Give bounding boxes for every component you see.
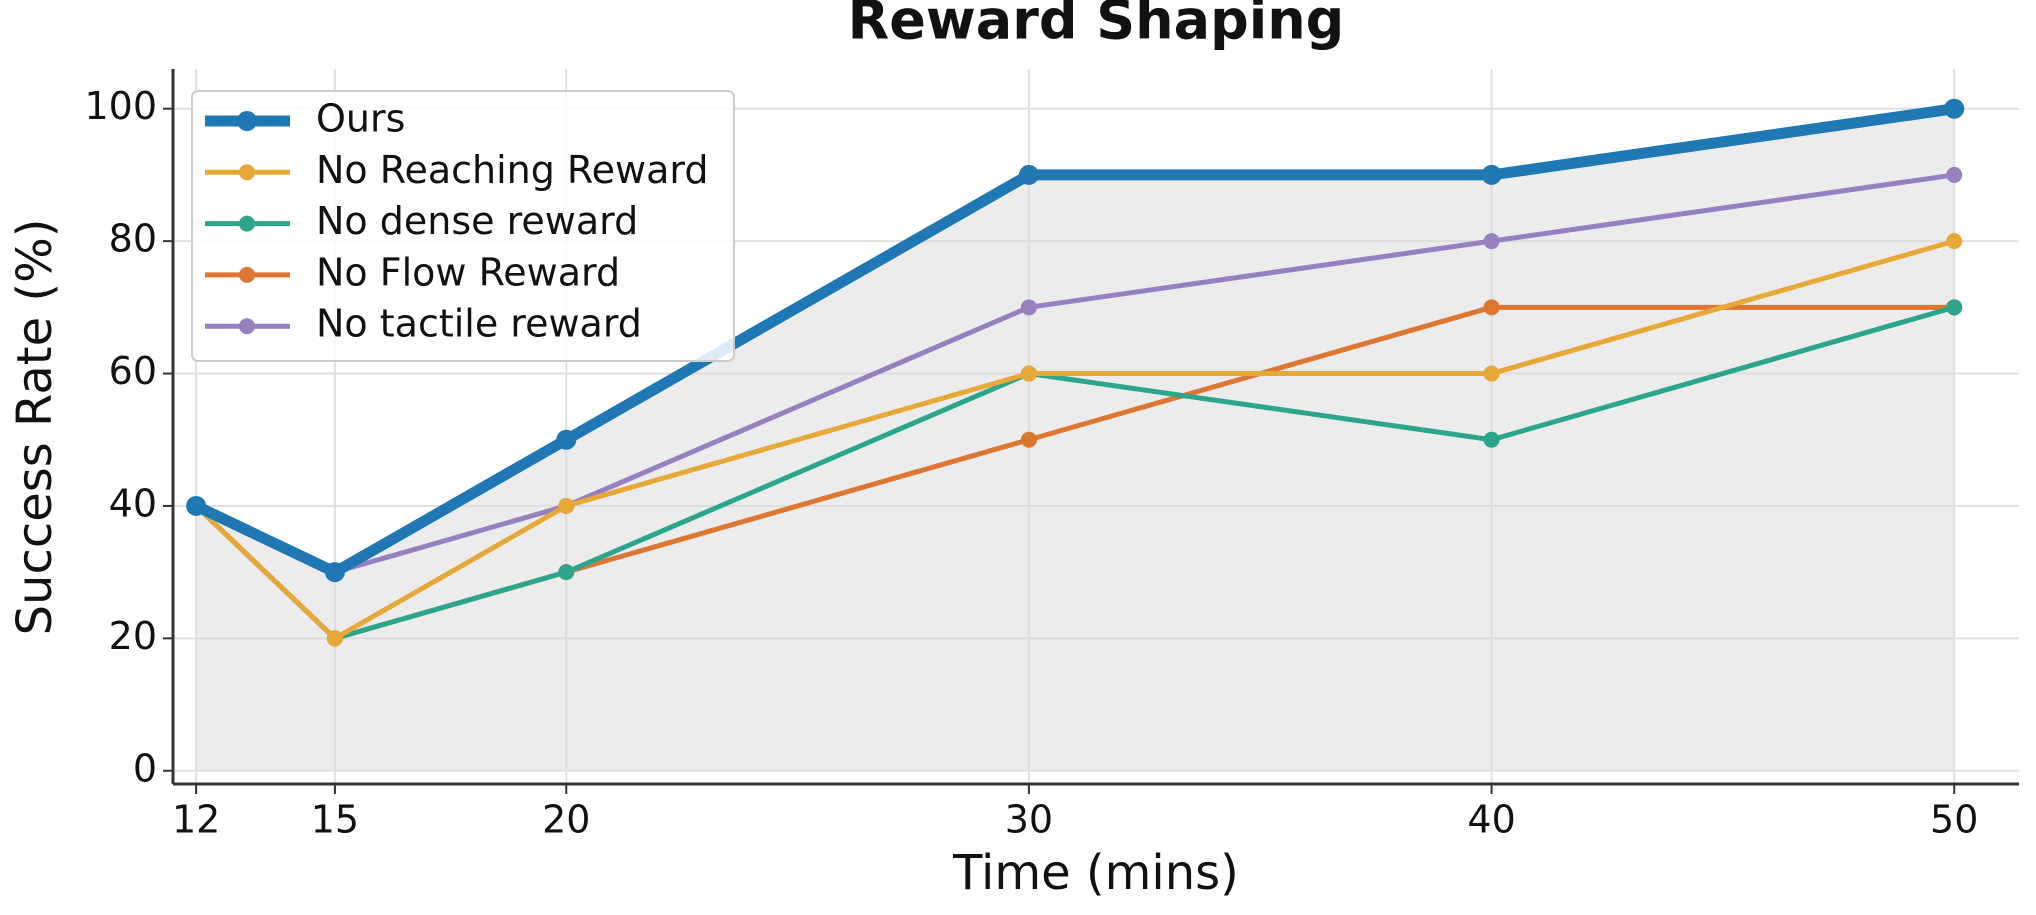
x-tick-label: 30 xyxy=(1005,798,1053,842)
y-tick-label: 20 xyxy=(109,614,157,658)
line xyxy=(193,103,1956,578)
point xyxy=(1020,431,1037,448)
legend-label: Ours xyxy=(316,97,405,141)
legend-label: No dense reward xyxy=(316,199,638,243)
legend-box xyxy=(191,90,735,362)
point xyxy=(1018,164,1039,185)
x-tick-label: 15 xyxy=(311,798,359,842)
point xyxy=(326,630,343,647)
point xyxy=(186,495,207,516)
y-tick-label: 0 xyxy=(133,746,157,790)
legend-marker xyxy=(237,111,257,131)
point xyxy=(1946,299,1963,316)
y-axis-label: Success Rate (%) xyxy=(7,219,63,636)
legend-marker xyxy=(239,164,255,181)
point xyxy=(558,564,575,581)
point xyxy=(1020,299,1037,316)
x-axis-label: Time (mins) xyxy=(952,845,1239,901)
legend-marker xyxy=(239,266,255,283)
point xyxy=(556,429,577,450)
chart-title: Reward Shaping xyxy=(848,0,1345,52)
y-tick-label: 60 xyxy=(109,349,157,393)
y-tick-label: 100 xyxy=(84,84,157,128)
point xyxy=(1944,98,1965,119)
y-tick-label: 80 xyxy=(109,217,157,261)
x-tick-label: 20 xyxy=(542,798,590,842)
point xyxy=(558,497,575,514)
point xyxy=(1946,233,1963,250)
line xyxy=(194,238,1955,641)
legend-marker xyxy=(239,318,255,335)
legend-label: No tactile reward xyxy=(316,302,642,346)
point xyxy=(1483,299,1500,316)
legend-label: No Reaching Reward xyxy=(316,148,708,192)
point xyxy=(324,562,345,583)
point xyxy=(1946,166,1963,183)
point xyxy=(1483,431,1500,448)
legend-label: No Flow Reward xyxy=(316,250,620,294)
point xyxy=(1481,164,1502,185)
legend-marker xyxy=(239,215,255,232)
point xyxy=(1020,365,1037,382)
area xyxy=(196,108,1955,771)
x-tick-label: 12 xyxy=(172,798,220,842)
x-tick-label: 40 xyxy=(1467,798,1515,842)
y-tick-label: 40 xyxy=(109,481,157,525)
point xyxy=(1483,365,1500,382)
x-tick-label: 50 xyxy=(1930,798,1978,842)
point xyxy=(1483,233,1500,250)
